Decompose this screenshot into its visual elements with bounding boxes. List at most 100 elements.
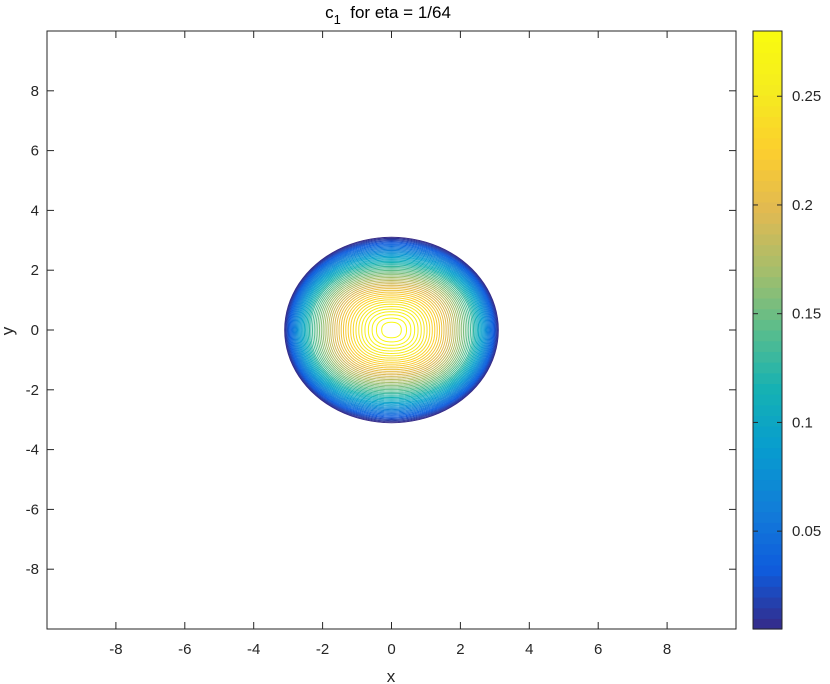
- colorbar-strip: [753, 127, 782, 139]
- y-tick-label: 4: [31, 202, 39, 219]
- colorbar-strip: [753, 543, 782, 555]
- contour-line: [305, 260, 478, 400]
- colorbar-tick-label: 0.15: [792, 306, 821, 323]
- contour-line: [294, 249, 489, 411]
- colorbar-strip: [753, 191, 782, 203]
- colorbar-strip: [753, 233, 782, 246]
- contour-line: [285, 238, 498, 422]
- colorbar-strip: [753, 586, 782, 598]
- contour-line: [303, 259, 480, 401]
- colorbar-strip: [753, 490, 782, 502]
- colorbar-strip: [753, 84, 782, 96]
- colorbar-strip: [753, 479, 782, 491]
- contour-line: [302, 258, 481, 402]
- colorbar-strip: [753, 575, 782, 587]
- contour-line: [318, 272, 465, 388]
- colorbar-strip: [753, 255, 782, 267]
- contour-line: [290, 244, 493, 416]
- colorbar-tick-label: 0.25: [792, 88, 821, 105]
- colorbar-strip: [753, 511, 782, 523]
- colorbar-strip: [753, 265, 782, 278]
- colorbar-strip: [753, 404, 782, 417]
- contour-line: [310, 265, 473, 395]
- colorbar-tick-label: 0.1: [792, 414, 813, 431]
- contour-line: [296, 252, 487, 408]
- contour-line: [345, 293, 438, 367]
- colorbar-strip: [753, 116, 782, 128]
- colorbar-strip: [753, 52, 782, 64]
- contour-line: [308, 264, 475, 396]
- colorbar-frame: [752, 30, 783, 630]
- colorbar-strip: [753, 201, 782, 214]
- plot-frame: [46, 30, 737, 630]
- contour-line: [306, 261, 477, 399]
- colorbar-strip: [753, 308, 782, 320]
- contour-line: [291, 245, 492, 415]
- colorbar-strip: [753, 244, 782, 256]
- contour-line: [338, 288, 445, 372]
- colorbar-strip: [753, 383, 782, 395]
- colorbar-strip: [753, 436, 782, 449]
- contour-lines: [284, 236, 499, 424]
- y-tick-label: -6: [26, 501, 39, 518]
- contour-line: [367, 311, 416, 349]
- colorbar-strip: [753, 554, 782, 566]
- plot-area: [47, 31, 736, 629]
- colorbar-strip: [753, 458, 782, 470]
- contour-line: [350, 297, 433, 363]
- colorbar-strip: [753, 362, 782, 374]
- contour-line: [324, 276, 459, 384]
- contour-line: [358, 303, 425, 357]
- contour-line: [289, 243, 494, 417]
- contour-line: [311, 267, 472, 393]
- colorbar-strip: [753, 596, 782, 609]
- x-tick-label: 6: [594, 641, 602, 658]
- contour-line: [299, 254, 484, 406]
- contour-line: [317, 271, 466, 389]
- contour-line: [364, 308, 419, 352]
- chart-title: c1 for eta = 1/64: [325, 3, 451, 27]
- colorbar-strip: [753, 148, 782, 160]
- contour-line: [291, 246, 492, 414]
- colorbar-strip: [753, 532, 782, 545]
- colorbar-strip: [753, 330, 782, 342]
- colorbar-strip: [753, 63, 782, 75]
- contour-line: [315, 269, 468, 391]
- colorbar-strip: [753, 372, 782, 384]
- x-tick-label: 0: [387, 641, 395, 658]
- colorbar-strip: [753, 137, 782, 150]
- colorbar-strip: [753, 180, 782, 192]
- contour-line: [301, 257, 482, 403]
- contour-line: [286, 239, 497, 421]
- contour-line: [295, 251, 488, 409]
- colorbar-strip: [753, 159, 782, 171]
- colorbar-strip: [753, 447, 782, 459]
- colorbar-strip: [753, 500, 782, 513]
- y-tick-label: -4: [26, 442, 39, 459]
- x-axis-ticks: -8 -6 -4 -2 0 2 4 6 8: [109, 31, 671, 658]
- x-tick-label: -6: [178, 641, 191, 658]
- y-tick-label: 6: [31, 143, 39, 160]
- colorbar-strip: [753, 340, 782, 352]
- colorbar-strip: [753, 319, 782, 331]
- contour-line: [328, 279, 455, 381]
- contour-line: [293, 248, 490, 412]
- contour-line: [342, 291, 441, 369]
- contour-line: [334, 284, 449, 376]
- colorbar-strip: [753, 297, 782, 310]
- chart-title-subscript: 1: [334, 12, 341, 27]
- y-tick-label: -8: [26, 561, 39, 578]
- colorbar-tick-label: 0.05: [792, 523, 821, 540]
- y-tick-label: 0: [31, 322, 39, 339]
- x-tick-label: -4: [247, 641, 260, 658]
- colorbar-strip: [753, 212, 782, 224]
- contour-line: [284, 237, 499, 423]
- contour-line: [361, 306, 422, 354]
- colorbar-strip: [753, 73, 782, 85]
- colorbar-strip: [753, 169, 782, 182]
- colorbar-strip: [753, 95, 782, 107]
- contour-line: [313, 268, 470, 392]
- contour-line: [352, 299, 431, 361]
- chart-title-suffix: for eta = 1/64: [341, 3, 451, 22]
